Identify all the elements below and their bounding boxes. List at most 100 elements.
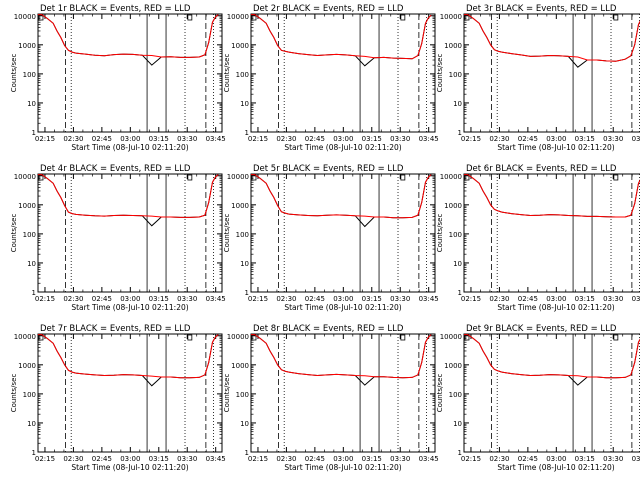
x-axis-label: Start Time (08-Jul-10 02:11:20) bbox=[71, 303, 188, 312]
y-tick-label: 100 bbox=[23, 71, 36, 79]
x-tick-label: 03:15 bbox=[149, 295, 169, 303]
x-tick-label: 03:15 bbox=[362, 455, 382, 463]
series-events-line bbox=[251, 174, 432, 228]
series-lld-line bbox=[38, 14, 219, 58]
panel-5: Det 5r BLACK = Events, RED = LLD Counts/s… bbox=[223, 164, 439, 312]
y-tick-label: 1000 bbox=[231, 42, 249, 50]
y-tick-label: 1 bbox=[32, 449, 36, 457]
series-lld-line bbox=[251, 334, 432, 379]
x-tick-label: 02:15 bbox=[461, 295, 481, 303]
x-tick-label: 03:45 bbox=[206, 455, 226, 463]
y-axis-label: Counts/sec bbox=[10, 214, 18, 253]
panel-title: Det 4r BLACK = Events, RED = LLD bbox=[40, 164, 191, 174]
x-tick-label: 03:30 bbox=[603, 455, 623, 463]
y-tick-label: 10000 bbox=[14, 173, 36, 181]
y-axis-label: Counts/sec bbox=[10, 374, 18, 413]
panel-6: Det 6r BLACK = Events, RED = LLD Counts/s… bbox=[436, 164, 640, 312]
x-tick-label: 02:15 bbox=[248, 135, 268, 143]
top-right-marker bbox=[400, 334, 406, 341]
y-tick-label: 10 bbox=[27, 260, 36, 268]
x-tick-label: 02:15 bbox=[461, 135, 481, 143]
x-tick-label: 03:45 bbox=[419, 455, 439, 463]
top-right-marker bbox=[400, 14, 406, 21]
x-tick-label: 02:30 bbox=[63, 295, 83, 303]
y-tick-label: 1 bbox=[32, 289, 36, 297]
y-tick-label: 100 bbox=[449, 391, 462, 399]
y-tick-label: 1 bbox=[32, 129, 36, 137]
x-axis-label: Start Time (08-Jul-10 02:11:20) bbox=[497, 143, 614, 152]
x-tick-label: 02:45 bbox=[518, 455, 538, 463]
y-axis-label: Counts/sec bbox=[223, 54, 231, 93]
x-tick-label: 03:30 bbox=[177, 455, 197, 463]
y-tick-label: 10 bbox=[27, 100, 36, 108]
x-tick-label: 02:30 bbox=[489, 135, 509, 143]
y-tick-label: 1000 bbox=[444, 202, 462, 210]
y-tick-label: 1000 bbox=[18, 362, 36, 370]
x-tick-label: 03:45 bbox=[632, 455, 640, 463]
x-tick-label: 03:30 bbox=[177, 135, 197, 143]
panel-title: Det 3r BLACK = Events, RED = LLD bbox=[466, 4, 617, 14]
y-tick-label: 10 bbox=[27, 420, 36, 428]
x-tick-label: 02:45 bbox=[518, 295, 538, 303]
plot-frame bbox=[463, 173, 640, 293]
panel-3: Det 3r BLACK = Events, RED = LLD Counts/s… bbox=[436, 4, 640, 152]
x-tick-label: 03:15 bbox=[362, 135, 382, 143]
series-lld-line bbox=[464, 174, 640, 218]
y-tick-label: 1 bbox=[458, 129, 462, 137]
y-tick-label: 100 bbox=[236, 231, 249, 239]
x-tick-label: 03:15 bbox=[575, 295, 595, 303]
x-tick-label: 02:30 bbox=[489, 455, 509, 463]
y-tick-label: 1000 bbox=[444, 362, 462, 370]
y-tick-label: 1 bbox=[245, 129, 249, 137]
x-tick-label: 02:45 bbox=[305, 295, 325, 303]
x-tick-label: 03:00 bbox=[546, 455, 566, 463]
x-tick-label: 03:45 bbox=[632, 135, 640, 143]
top-right-marker bbox=[187, 174, 193, 181]
panel-title: Det 9r BLACK = Events, RED = LLD bbox=[466, 324, 617, 334]
panel-2: Det 2r BLACK = Events, RED = LLD Counts/s… bbox=[223, 4, 439, 152]
y-axis-label: Counts/sec bbox=[223, 214, 231, 253]
y-tick-label: 10000 bbox=[227, 13, 249, 21]
panel-9: Det 9r BLACK = Events, RED = LLD Counts/s… bbox=[436, 324, 640, 472]
y-tick-label: 10000 bbox=[440, 13, 462, 21]
x-axis-label: Start Time (08-Jul-10 02:11:20) bbox=[284, 463, 401, 472]
panel-title: Det 1r BLACK = Events, RED = LLD bbox=[40, 4, 191, 14]
x-tick-label: 03:00 bbox=[120, 295, 140, 303]
x-tick-label: 03:30 bbox=[603, 135, 623, 143]
series-lld-line bbox=[38, 174, 219, 218]
x-tick-label: 02:30 bbox=[276, 455, 296, 463]
panel-title: Det 2r BLACK = Events, RED = LLD bbox=[253, 4, 404, 14]
y-tick-label: 10 bbox=[453, 100, 462, 108]
y-tick-label: 1000 bbox=[231, 362, 249, 370]
y-tick-label: 100 bbox=[449, 231, 462, 239]
x-tick-label: 02:15 bbox=[35, 295, 55, 303]
x-tick-label: 03:00 bbox=[120, 135, 140, 143]
x-tick-label: 03:00 bbox=[333, 455, 353, 463]
x-axis-label: Start Time (08-Jul-10 02:11:20) bbox=[71, 143, 188, 152]
x-tick-label: 02:45 bbox=[92, 455, 112, 463]
y-tick-label: 100 bbox=[23, 391, 36, 399]
x-tick-label: 03:15 bbox=[575, 135, 595, 143]
y-tick-label: 100 bbox=[236, 391, 249, 399]
x-tick-label: 03:45 bbox=[419, 135, 439, 143]
y-tick-label: 10 bbox=[453, 420, 462, 428]
y-axis-label: Counts/sec bbox=[10, 54, 18, 93]
x-tick-label: 03:30 bbox=[390, 455, 410, 463]
y-tick-label: 1000 bbox=[231, 202, 249, 210]
y-tick-label: 10 bbox=[453, 260, 462, 268]
x-tick-label: 02:45 bbox=[305, 455, 325, 463]
panel-title: Det 7r BLACK = Events, RED = LLD bbox=[40, 324, 191, 334]
x-tick-label: 03:00 bbox=[120, 455, 140, 463]
panel-1: Det 1r BLACK = Events, RED = LLD Counts/s… bbox=[10, 4, 226, 152]
y-tick-label: 1000 bbox=[444, 42, 462, 50]
top-right-marker bbox=[613, 174, 619, 181]
y-tick-label: 100 bbox=[236, 71, 249, 79]
series-lld-line bbox=[464, 334, 640, 379]
series-lld-line bbox=[251, 174, 432, 219]
y-tick-label: 10 bbox=[240, 420, 249, 428]
x-tick-label: 03:45 bbox=[206, 135, 226, 143]
top-right-marker bbox=[613, 334, 619, 341]
y-tick-label: 100 bbox=[449, 71, 462, 79]
x-tick-label: 02:30 bbox=[276, 135, 296, 143]
